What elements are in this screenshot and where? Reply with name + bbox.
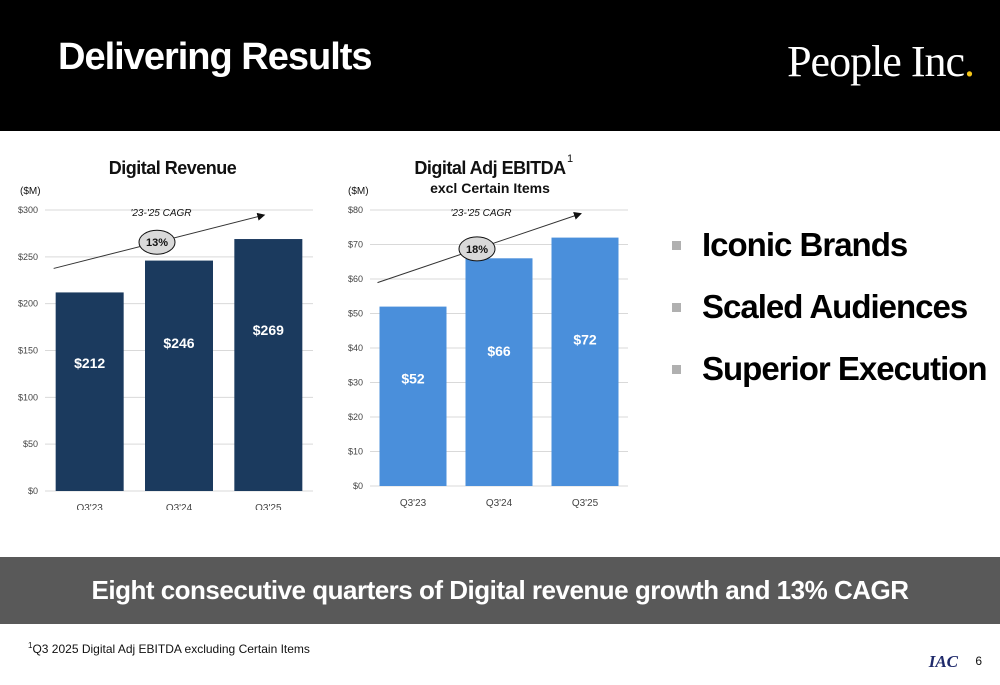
y-tick-label: $0 bbox=[353, 481, 363, 491]
header-bar: Delivering Results People Inc. bbox=[0, 0, 1000, 131]
data-label: $246 bbox=[163, 335, 194, 351]
ebitda-chart: ($M) $0 $10 $20 $30 $40 $50 $60 $70 $80 $52 Q3'23 $6… bbox=[348, 186, 628, 509]
y-tick-label: $200 bbox=[18, 299, 38, 309]
data-label: $269 bbox=[253, 322, 284, 338]
bar-Q3'23 bbox=[379, 306, 447, 486]
y-tick-label: $300 bbox=[18, 205, 38, 215]
bullet-square-icon bbox=[672, 302, 681, 312]
chart2-subtitle: excl Certain Items bbox=[430, 180, 550, 196]
data-label: $72 bbox=[573, 331, 597, 347]
footnote-marker: 1 bbox=[28, 641, 33, 650]
bullet-text: Superior Execution bbox=[702, 350, 988, 387]
bullet-item: Iconic Brands bbox=[672, 214, 987, 276]
bar-Q3'23 bbox=[55, 292, 124, 491]
y-tick-label: $250 bbox=[18, 252, 38, 262]
people-inc-logo: People Inc. bbox=[787, 36, 975, 87]
x-tick-label: Q3'23 bbox=[76, 503, 103, 510]
bullet-text: Iconic Brands bbox=[702, 226, 908, 263]
y-tick-label: $40 bbox=[348, 343, 363, 353]
cagr-label: '23-'25 CAGR bbox=[450, 208, 511, 219]
y-tick-label: $50 bbox=[23, 439, 38, 449]
revenue-chart: ($M) $0 $50 $100 $150 $200 $250 $300 $212 Q3'23 $2… bbox=[18, 186, 313, 510]
y-tick-label: $10 bbox=[348, 447, 363, 457]
y-tick-label: $0 bbox=[28, 486, 38, 496]
unit-label: ($M) bbox=[348, 186, 369, 197]
cagr-value: 13% bbox=[146, 237, 168, 249]
cagr-value: 18% bbox=[466, 244, 488, 256]
bar-Q3'25 bbox=[551, 237, 619, 486]
x-tick-label: Q3'25 bbox=[572, 498, 599, 509]
chart1-title: Digital Revenue bbox=[108, 158, 237, 178]
bullet-square-icon bbox=[672, 364, 681, 374]
unit-label: ($M) bbox=[20, 186, 41, 197]
footnote: 1Q3 2025 Digital Adj EBITDA excluding Ce… bbox=[28, 641, 310, 656]
chart2-footnote-marker: 1 bbox=[567, 153, 574, 165]
cagr-label: '23-'25 CAGR bbox=[130, 208, 191, 219]
y-tick-label: $20 bbox=[348, 412, 363, 422]
cagr-oval bbox=[458, 236, 496, 262]
iac-logo: IAC bbox=[928, 652, 958, 671]
bullet-item: Superior Execution bbox=[672, 338, 988, 400]
page-number: 6 bbox=[975, 654, 982, 668]
x-tick-label: Q3'25 bbox=[255, 503, 282, 510]
y-tick-label: $30 bbox=[348, 378, 363, 388]
x-tick-label: Q3'23 bbox=[400, 498, 427, 509]
y-tick-label: $70 bbox=[348, 240, 363, 250]
cagr-oval bbox=[138, 229, 176, 255]
logo-text: People Inc bbox=[787, 37, 965, 86]
y-tick-label: $50 bbox=[348, 309, 363, 319]
y-tick-label: $80 bbox=[348, 205, 363, 215]
data-label: $212 bbox=[74, 355, 105, 371]
y-tick-label: $100 bbox=[18, 392, 38, 402]
logo-dot: . bbox=[964, 37, 975, 86]
bullet-square-icon bbox=[672, 240, 681, 250]
bar-Q3'25 bbox=[234, 239, 303, 491]
bullet-text: Scaled Audiences bbox=[702, 288, 968, 325]
page-title: Delivering Results bbox=[58, 36, 373, 78]
x-tick-label: Q3'24 bbox=[166, 503, 193, 510]
footnote-text: Q3 2025 Digital Adj EBITDA excluding Cer… bbox=[32, 642, 310, 656]
chart2-title: Digital Adj EBITDA bbox=[414, 158, 566, 178]
y-tick-label: $150 bbox=[18, 346, 38, 356]
bar-Q3'24 bbox=[145, 260, 213, 491]
bar-Q3'24 bbox=[465, 258, 533, 486]
y-tick-label: $60 bbox=[348, 274, 363, 284]
data-label: $52 bbox=[401, 371, 425, 387]
summary-banner: Eight consecutive quarters of Digital re… bbox=[0, 557, 1000, 624]
x-tick-label: Q3'24 bbox=[486, 498, 513, 509]
bullet-item: Scaled Audiences bbox=[672, 276, 987, 338]
bullet-list: Iconic Brands Scaled Audiences Superior … bbox=[672, 214, 988, 400]
data-label: $66 bbox=[487, 343, 511, 359]
